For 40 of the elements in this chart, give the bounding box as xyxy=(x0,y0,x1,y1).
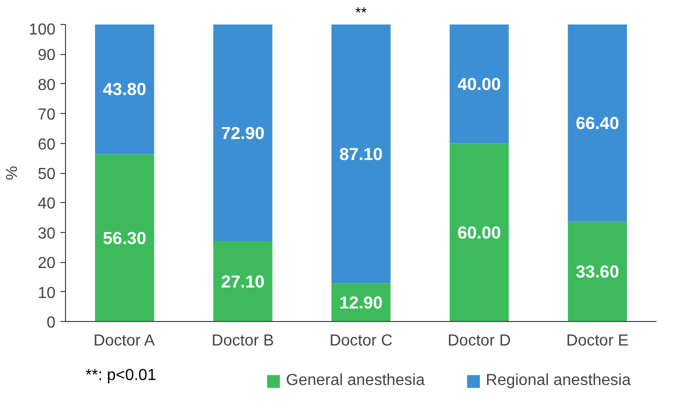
text: 27.10 xyxy=(221,271,264,292)
y-tick-label: 0 xyxy=(46,314,56,332)
text: 60.00 xyxy=(458,222,501,242)
bar xyxy=(95,24,154,154)
bar xyxy=(450,24,509,144)
x-tick-label: Doctor E xyxy=(566,332,629,350)
text: 87.10 xyxy=(339,144,383,164)
bar xyxy=(213,24,272,242)
text: **: p<0.01 xyxy=(86,366,156,384)
y-axis-title: % xyxy=(4,166,21,180)
text: 40.00 xyxy=(458,74,501,94)
text: 56.30 xyxy=(102,228,146,248)
y-tick-label: 60 xyxy=(38,136,56,154)
legend-label: Regional anesthesia xyxy=(486,372,631,390)
y-tick-label: 50 xyxy=(38,166,56,183)
bar xyxy=(331,24,391,284)
text: 66.40 xyxy=(576,113,620,134)
x-tick-label: Doctor B xyxy=(212,332,274,350)
annotation: ** xyxy=(355,6,367,22)
y-tick-label: 20 xyxy=(38,255,56,272)
bar xyxy=(95,154,154,322)
text: 43.80 xyxy=(102,79,146,100)
x-tick-label: Doctor C xyxy=(329,332,393,350)
y-tick-label: 90 xyxy=(38,47,56,64)
bar xyxy=(568,24,627,222)
x-tick-label: Doctor D xyxy=(448,332,511,350)
legend-label: General anesthesia xyxy=(286,372,425,390)
y-tick-label: 40 xyxy=(38,196,56,213)
text: 33.60 xyxy=(576,262,620,282)
y-tick-label: 30 xyxy=(38,225,56,242)
y-tick-label: 100 xyxy=(28,22,56,38)
bar xyxy=(450,143,509,322)
bar xyxy=(568,222,627,322)
text: 72.90 xyxy=(221,122,264,143)
y-tick-label: 80 xyxy=(38,76,56,94)
x-tick-label: Doctor A xyxy=(93,332,156,350)
text: 12.90 xyxy=(339,292,383,312)
y-tick-label: 70 xyxy=(38,106,56,124)
y-tick-label: 10 xyxy=(38,284,56,302)
bar xyxy=(213,241,272,322)
